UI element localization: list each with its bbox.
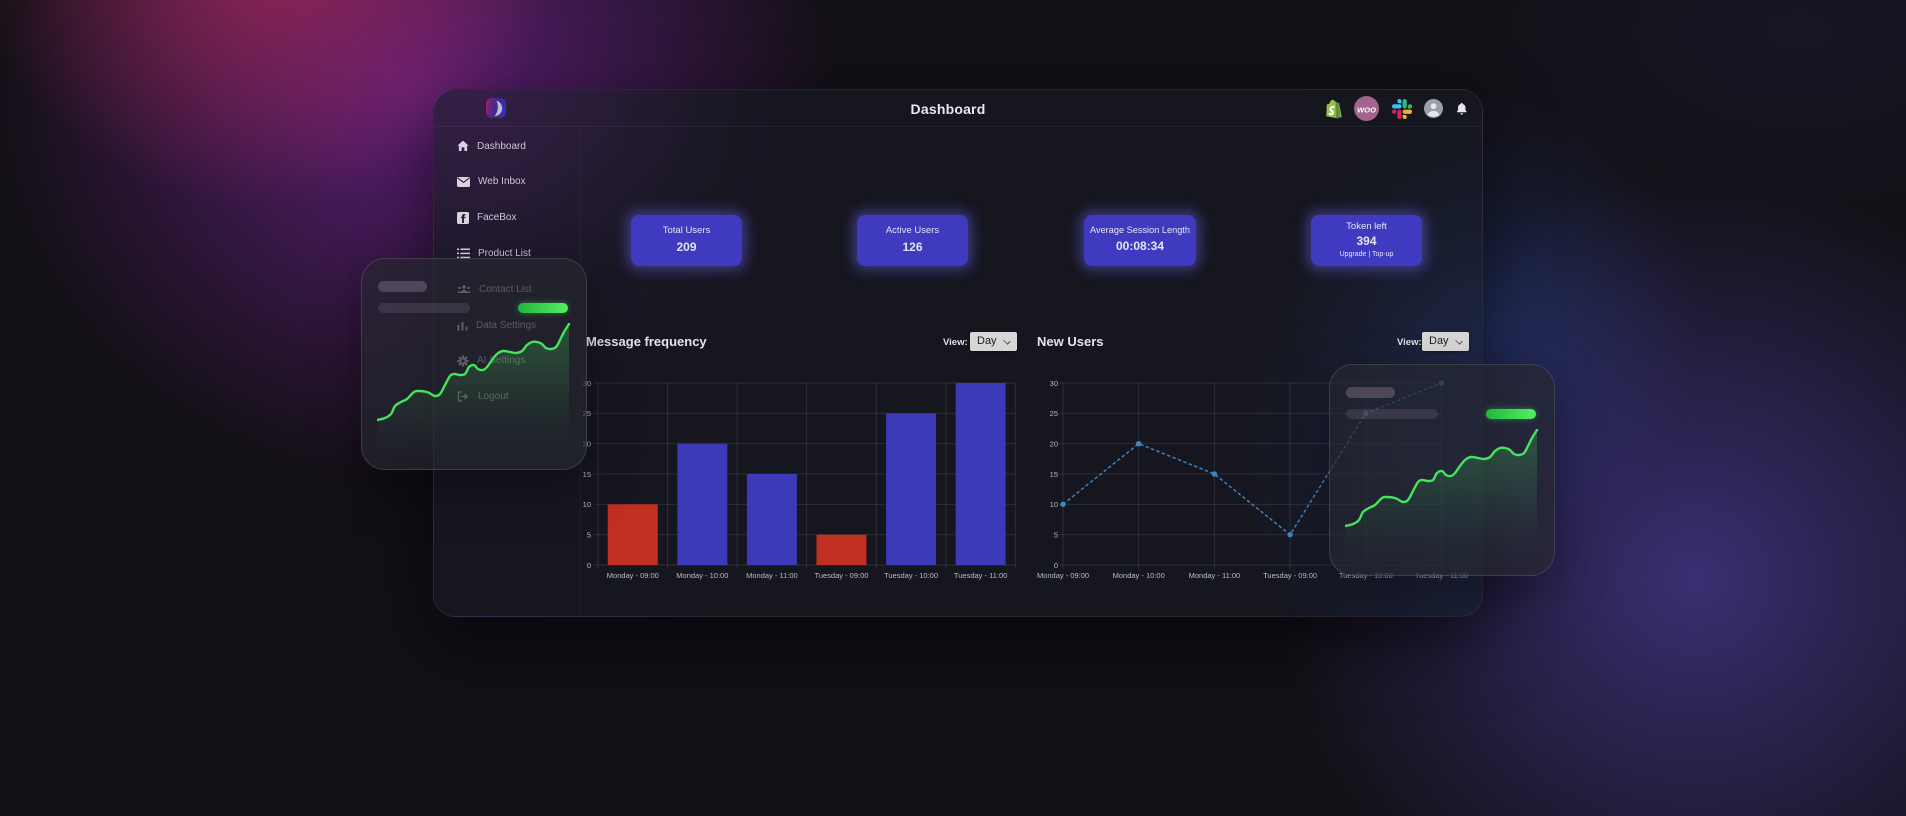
svg-text:0: 0 [1054, 561, 1058, 570]
svg-text:30: 30 [1050, 379, 1058, 388]
svg-text:15: 15 [1050, 470, 1058, 479]
svg-text:Tuesday - 09:00: Tuesday - 09:00 [815, 571, 869, 580]
svg-text:Monday - 11:00: Monday - 11:00 [746, 571, 798, 580]
svg-text:Tuesday - 09:00: Tuesday - 09:00 [1263, 571, 1317, 580]
svg-text:Tuesday - 11:00: Tuesday - 11:00 [954, 571, 1007, 580]
svg-text:10: 10 [1050, 500, 1058, 509]
svg-text:15: 15 [583, 470, 591, 479]
svg-text:0: 0 [587, 561, 591, 570]
svg-text:5: 5 [1054, 530, 1058, 539]
svg-text:Monday - 09:00: Monday - 09:00 [1037, 571, 1089, 580]
svg-text:Monday - 09:00: Monday - 09:00 [607, 571, 659, 580]
svg-text:Monday - 10:00: Monday - 10:00 [676, 571, 728, 580]
svg-text:10: 10 [583, 500, 591, 509]
svg-text:25: 25 [1050, 409, 1058, 418]
svg-text:WOO: WOO [1357, 105, 1376, 114]
svg-text:Monday - 10:00: Monday - 10:00 [1113, 571, 1165, 580]
svg-text:5: 5 [587, 530, 591, 539]
svg-text:Tuesday - 10:00: Tuesday - 10:00 [884, 571, 938, 580]
svg-text:Monday - 11:00: Monday - 11:00 [1189, 571, 1241, 580]
svg-text:20: 20 [1050, 439, 1058, 448]
